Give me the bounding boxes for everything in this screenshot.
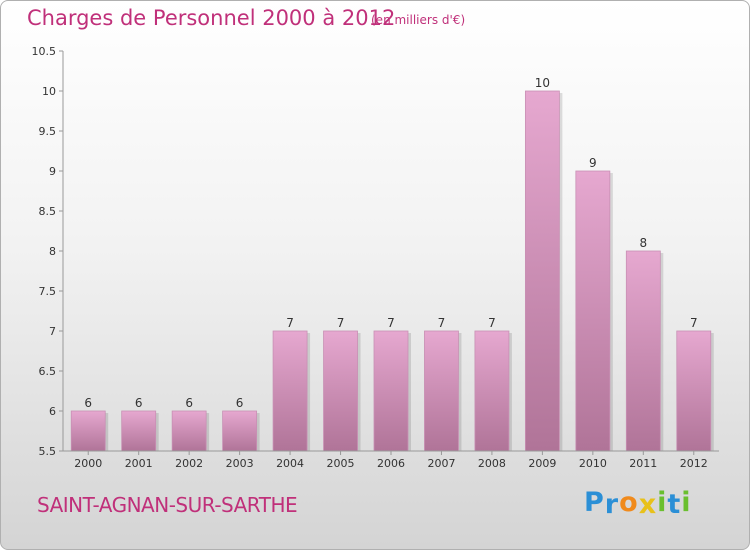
x-tick-label: 2008 — [478, 457, 506, 470]
y-tick-label: 9 — [49, 165, 56, 178]
bar-2012 — [676, 330, 712, 452]
logo-letter: i — [681, 487, 692, 518]
data-label: 7 — [286, 316, 294, 330]
data-label: 6 — [185, 396, 193, 410]
y-tick-label: 10.5 — [32, 45, 57, 58]
chart-title: Charges de Personnel 2000 à 2012 — [27, 6, 396, 30]
data-label: 7 — [438, 316, 446, 330]
x-tick-label: 2010 — [579, 457, 607, 470]
data-label: 8 — [639, 236, 647, 250]
bar-2011 — [625, 250, 661, 452]
data-label: 7 — [337, 316, 345, 330]
y-tick-label: 6.5 — [39, 365, 57, 378]
y-tick-label: 7 — [49, 325, 56, 338]
logo-letter: x — [638, 489, 658, 520]
commune-name: SAINT-AGNAN-SUR-SARTHE — [37, 493, 298, 517]
y-tick-label: 5.5 — [39, 445, 57, 458]
x-tick-label: 2012 — [680, 457, 708, 470]
x-tick-label: 2005 — [327, 457, 355, 470]
x-tick-label: 2000 — [74, 457, 102, 470]
data-label: 6 — [236, 396, 244, 410]
bar-2007 — [424, 330, 459, 452]
bar-2010 — [575, 170, 611, 452]
x-tick-label: 2003 — [226, 457, 254, 470]
bar-2005 — [323, 330, 358, 452]
y-tick-label: 10 — [42, 85, 56, 98]
logo-letter: o — [619, 487, 639, 518]
y-tick-label: 8.5 — [39, 205, 57, 218]
x-tick-label: 2009 — [528, 457, 556, 470]
x-tick-label: 2007 — [427, 457, 455, 470]
chart-unit-label: (en milliers d'€) — [371, 13, 466, 27]
logo-letter: r — [604, 489, 620, 520]
x-tick-label: 2001 — [125, 457, 153, 470]
bars-layer: 6 6 6 6 7 7 7 7 7 10 9 8 7 — [70, 76, 714, 452]
bar-2004 — [272, 330, 308, 452]
x-tick-label: 2006 — [377, 457, 405, 470]
data-label: 6 — [135, 396, 143, 410]
bar-2000 — [70, 410, 106, 452]
axis-layer: 2000 2001 2002 2003 2004 2005 2006 2007 2008 2009… — [32, 45, 719, 470]
bar-2003 — [222, 410, 258, 452]
logo-letter: t — [667, 489, 682, 520]
bar-2008 — [474, 330, 510, 452]
data-label: 7 — [488, 316, 496, 330]
y-tick-label: 7.5 — [39, 285, 57, 298]
proxiti-logo[interactable]: Proxiti — [584, 487, 692, 520]
y-tick-label: 8 — [49, 245, 56, 258]
bar-2006 — [373, 330, 409, 452]
x-tick-label: 2011 — [629, 457, 657, 470]
x-tick-label: 2004 — [276, 457, 304, 470]
data-label: 7 — [690, 316, 698, 330]
logo-letter: i — [657, 487, 668, 518]
x-tick-label: 2002 — [175, 457, 203, 470]
y-tick-label: 9.5 — [39, 125, 57, 138]
data-label: 7 — [387, 316, 395, 330]
bar-2001 — [121, 410, 157, 452]
bar-2002 — [171, 410, 207, 452]
data-label: 10 — [535, 76, 550, 90]
y-tick-label: 6 — [49, 405, 56, 418]
data-label: 6 — [84, 396, 92, 410]
logo-letter: P — [584, 487, 605, 518]
data-label: 9 — [589, 156, 597, 170]
bar-2009 — [524, 90, 560, 452]
